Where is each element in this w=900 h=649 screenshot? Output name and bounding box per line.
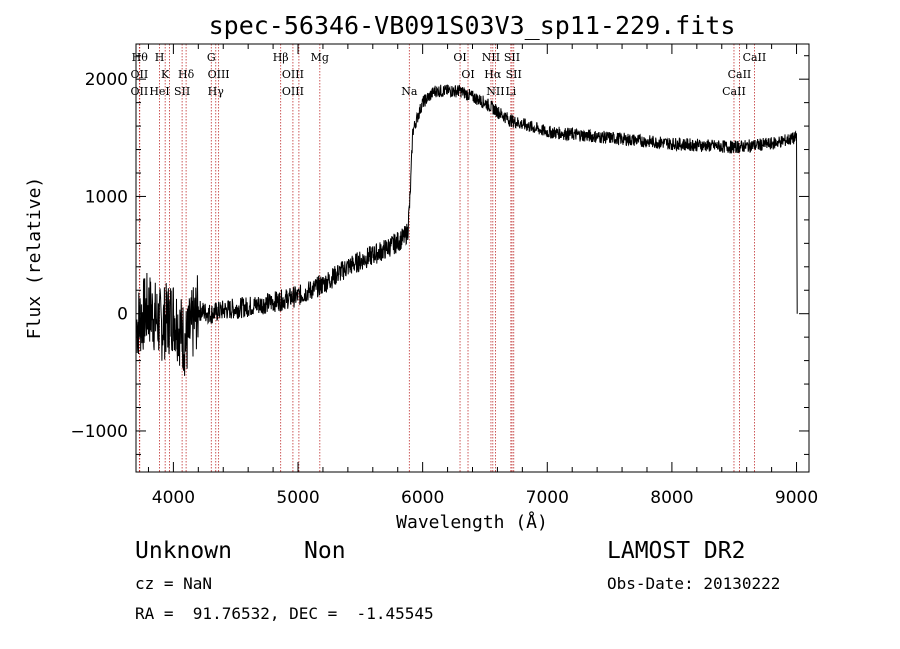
x-tick-label: 5000 xyxy=(276,488,319,508)
line-label: OI xyxy=(461,68,474,81)
line-label: OIII xyxy=(282,85,304,98)
line-label: OIII xyxy=(208,68,230,81)
y-axis: −1000 0 1000 2000 xyxy=(70,55,809,455)
plot-frame xyxy=(135,43,810,473)
x-axis-label: Wavelength (Å) xyxy=(396,511,548,533)
line-label: CaII xyxy=(728,68,752,81)
line-label: CaII xyxy=(743,51,767,64)
line-label: OII xyxy=(131,68,149,81)
spectral-line-labels: Hθ OII OII HK HeI SII Hδ G OIII Hγ Hβ OIII OIII Mg Na O… xyxy=(131,51,767,98)
line-label: Li xyxy=(505,85,516,98)
y-tick-label: −1000 xyxy=(70,422,128,442)
x-tick-label: 9000 xyxy=(775,488,818,508)
y-tick-label: 0 xyxy=(117,305,128,325)
cz-value: cz = NaN xyxy=(135,574,213,593)
line-label: NII xyxy=(482,51,500,64)
line-label: SII xyxy=(504,51,520,64)
line-label: Hα xyxy=(484,68,502,81)
y-tick-label: 2000 xyxy=(85,70,128,90)
x-tick-label: 8000 xyxy=(650,488,693,508)
coordinates: RA = 91.76532, DEC = -1.45545 xyxy=(135,604,434,623)
x-tick-label: 4000 xyxy=(152,488,195,508)
subclass-label: Non xyxy=(304,538,346,564)
line-label: K xyxy=(161,68,170,81)
line-label: OII xyxy=(131,85,149,98)
x-tick-label: 7000 xyxy=(526,488,569,508)
line-label: OI xyxy=(453,51,466,64)
class-label: Unknown xyxy=(135,538,232,564)
line-label: SII xyxy=(174,85,190,98)
line-label: Hθ xyxy=(132,51,149,64)
line-label: OIII xyxy=(282,68,304,81)
line-label: Na xyxy=(401,85,418,98)
survey-label: LAMOST DR2 xyxy=(607,538,746,564)
line-label: HeI xyxy=(149,85,169,98)
line-label: Hβ xyxy=(273,51,289,64)
line-label: Hγ xyxy=(208,85,225,98)
chart-title: spec-56346-VB091S03V3_sp11-229.fits xyxy=(209,11,736,40)
spectral-line-markers xyxy=(138,44,755,472)
line-label: G xyxy=(207,51,216,64)
line-label: CaII xyxy=(722,85,746,98)
line-label: Hδ xyxy=(178,68,195,81)
line-label: Mg xyxy=(311,51,329,64)
line-label: SII xyxy=(506,68,522,81)
line-label: H xyxy=(155,51,165,64)
line-label: NII xyxy=(486,85,504,98)
x-tick-label: 6000 xyxy=(401,488,444,508)
x-axis: 4000 5000 6000 7000 8000 9000 xyxy=(147,44,818,508)
y-axis-label: Flux (relative) xyxy=(24,177,45,340)
spectrum-line xyxy=(136,84,798,376)
y-tick-label: 1000 xyxy=(85,187,128,207)
obs-date: Obs-Date: 20130222 xyxy=(607,574,781,593)
